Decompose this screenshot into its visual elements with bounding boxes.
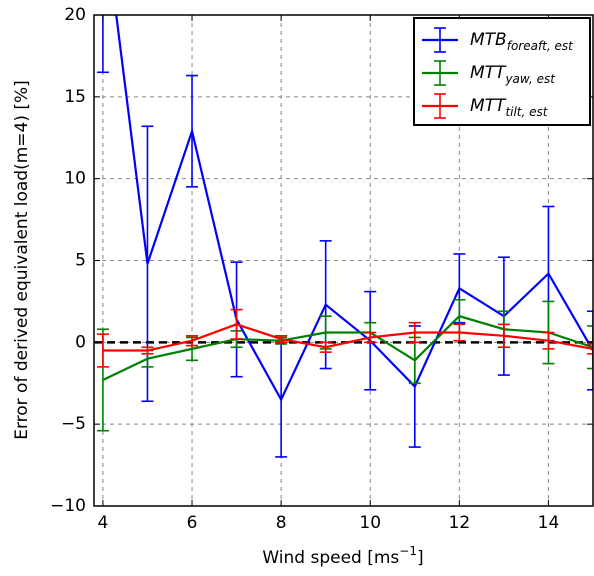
error-bar xyxy=(319,341,332,353)
legend-label: MTTtilt, est xyxy=(470,96,549,119)
legend-name: MTT xyxy=(470,96,507,116)
error-bar xyxy=(96,333,109,368)
error-bar xyxy=(587,310,593,391)
x-axis-label: Wind speed [ms−1] xyxy=(262,544,423,569)
error-bar xyxy=(364,331,377,344)
legend-name: MTT xyxy=(470,63,507,83)
error-bar xyxy=(497,323,510,349)
legend-subscript: yaw, est xyxy=(504,72,556,86)
x-axis-label-sup: −1 xyxy=(399,544,417,558)
y-tick-label: 5 xyxy=(75,251,86,271)
error-bar xyxy=(408,321,421,344)
error-bar xyxy=(587,343,593,355)
y-tick-label: −5 xyxy=(61,414,86,434)
y-axis-label: Error of derived equivalent load(m=4) [%… xyxy=(12,80,32,440)
error-bar xyxy=(275,334,288,344)
x-tick-label: 10 xyxy=(359,513,381,533)
legend-name: MTB xyxy=(470,30,507,50)
x-axis-label-end: ] xyxy=(417,548,424,568)
y-tick-label: 20 xyxy=(64,5,86,25)
x-axis-label-text: Wind speed [ms xyxy=(262,548,399,568)
y-tick-label: −10 xyxy=(50,496,86,516)
legend-subscript: tilt, est xyxy=(505,105,548,119)
x-tick-label: 8 xyxy=(276,513,287,533)
legend-box xyxy=(413,17,591,126)
error-bar xyxy=(453,323,466,342)
error-bar xyxy=(587,325,593,370)
error-bar xyxy=(96,15,109,74)
y-tick-label: 10 xyxy=(64,169,86,189)
series-line xyxy=(115,15,593,403)
error-bar xyxy=(186,74,199,188)
y-tick-label: 0 xyxy=(75,332,86,352)
legend-label: MTBforeaft, est xyxy=(470,30,574,53)
error-bar xyxy=(542,331,555,350)
x-tick-label: 12 xyxy=(449,513,471,533)
error-bar xyxy=(230,308,243,340)
y-tick-label: 15 xyxy=(64,87,86,107)
x-tick-label: 14 xyxy=(538,513,560,533)
series-line xyxy=(102,323,593,352)
legend-subscript: foreaft, est xyxy=(507,39,574,53)
x-tick-label: 4 xyxy=(97,513,108,533)
plot-area xyxy=(94,15,593,458)
error-bar xyxy=(186,334,199,347)
series-line xyxy=(102,314,593,381)
error-bar xyxy=(275,341,288,458)
error-bar xyxy=(141,346,154,355)
x-tick-label: 6 xyxy=(187,513,198,533)
legend-label: MTTyaw, est xyxy=(470,63,556,86)
